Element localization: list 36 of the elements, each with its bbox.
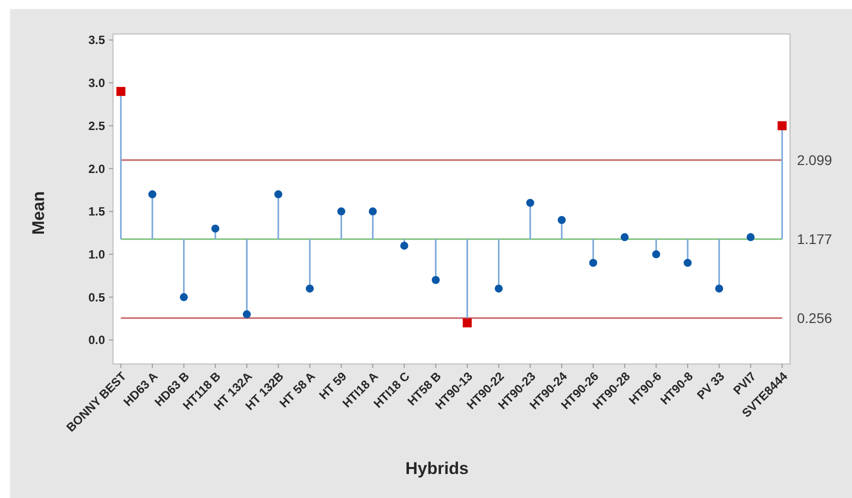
point (400, 242, 408, 250)
point (306, 284, 314, 293)
point (116, 86, 126, 96)
ref-line-label: 1.177 (797, 231, 832, 248)
point (211, 224, 220, 233)
point (526, 198, 534, 207)
point (274, 190, 282, 198)
point (684, 258, 692, 267)
y-axis-title: Mean (28, 191, 48, 235)
point (558, 216, 566, 224)
point (652, 250, 660, 258)
y-tick-label: 3.5 (88, 33, 106, 48)
point (337, 207, 346, 216)
y-tick-label: 2.5 (88, 118, 106, 133)
y-tick-label: 0.5 (88, 290, 106, 304)
point (368, 207, 377, 216)
y-tick-label: 3.0 (88, 76, 106, 90)
point (589, 258, 598, 267)
point (242, 310, 251, 318)
x-tick-label: PV 33 (694, 368, 728, 402)
y-tick-label: 1.5 (88, 204, 106, 219)
ref-line-label: 2.099 (797, 152, 832, 168)
point (180, 293, 188, 302)
point (746, 233, 755, 242)
point (620, 233, 629, 242)
ref-line-label: 0.256 (797, 310, 832, 326)
point (462, 318, 472, 328)
y-tick-label: 0.0 (88, 333, 106, 348)
point (494, 284, 503, 293)
point (778, 121, 787, 130)
point (715, 284, 724, 293)
point (148, 190, 156, 198)
y-tick-label: 1.0 (88, 247, 106, 262)
point (432, 276, 440, 284)
y-tick-label: 2.0 (88, 162, 106, 176)
x-axis-title: Hybrids (405, 459, 469, 478)
